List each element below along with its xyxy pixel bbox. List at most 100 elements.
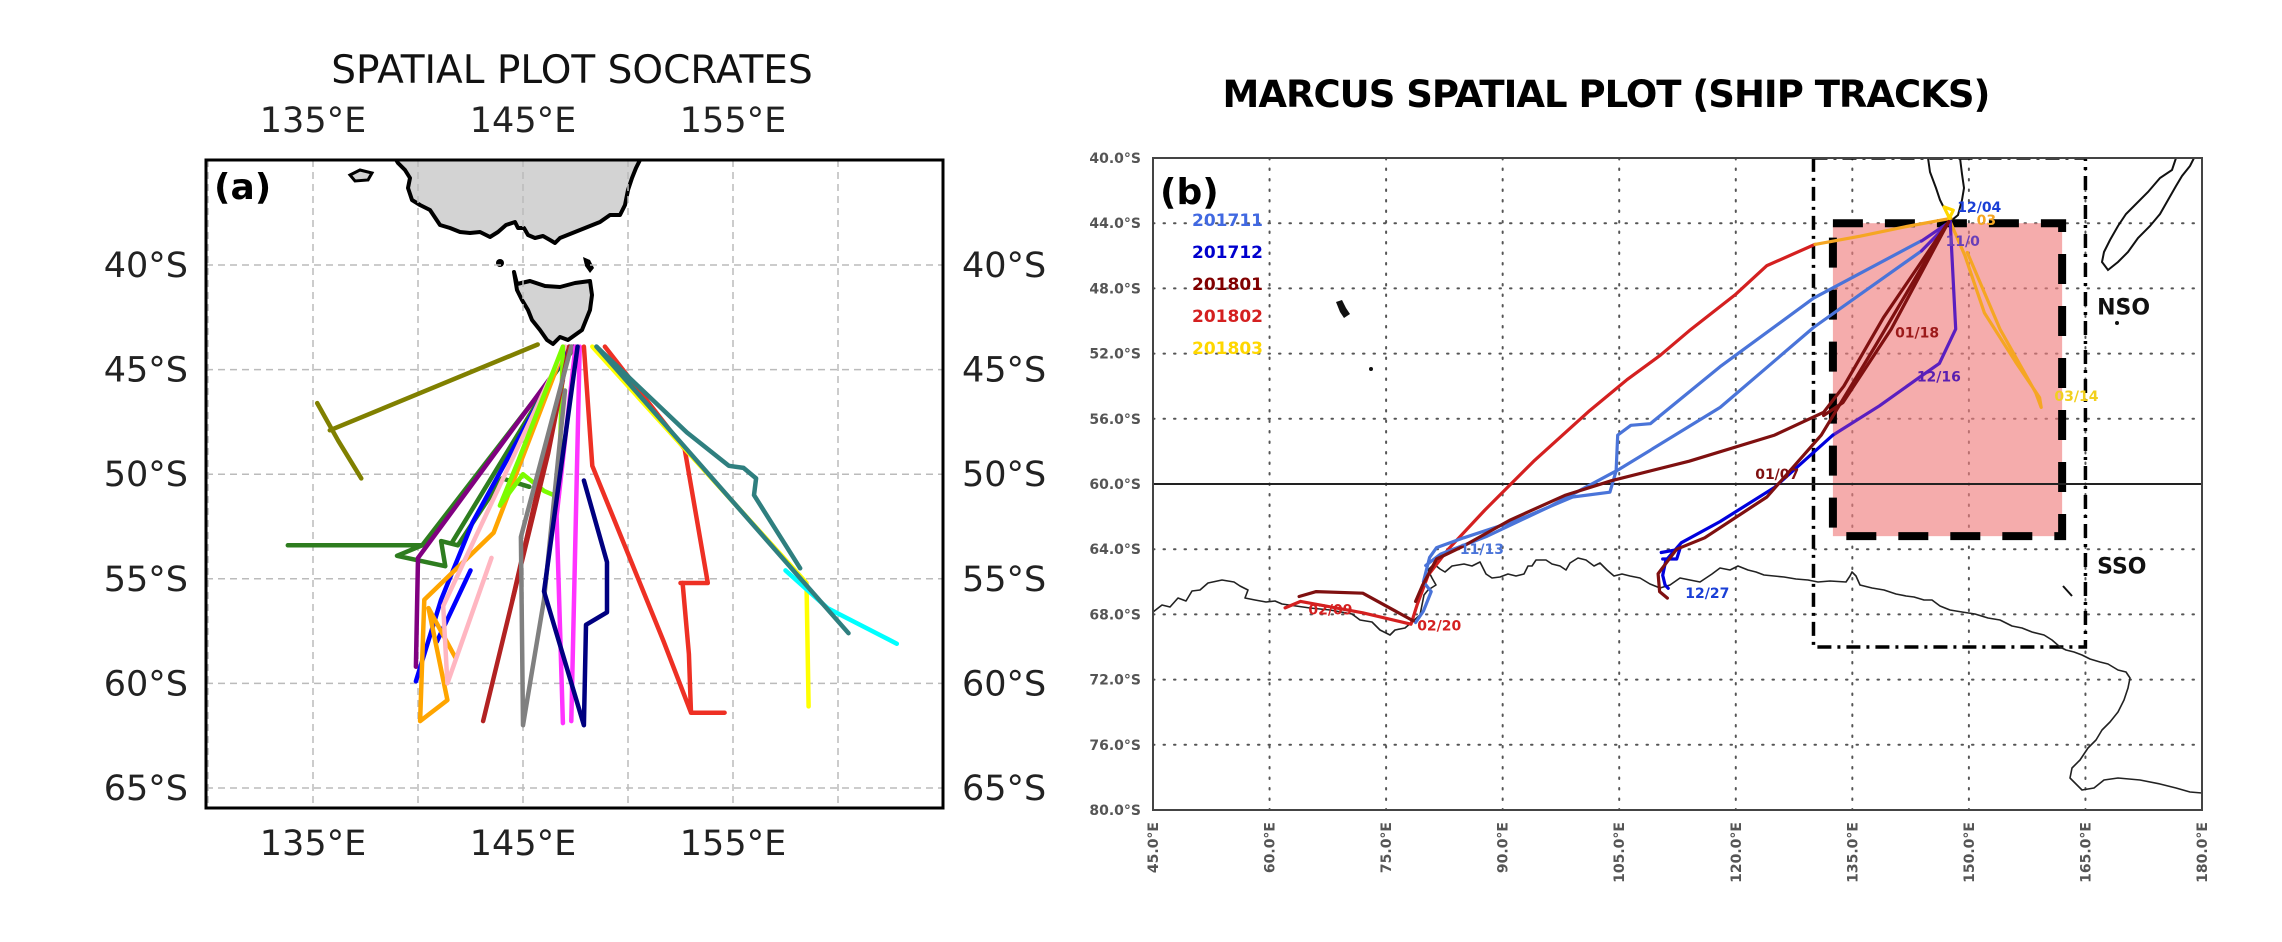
tick-label-left: 44.0°S	[1089, 216, 1141, 232]
tick-label-right: 65°S	[962, 769, 1046, 809]
ship-track	[440, 344, 568, 686]
date-annotation: 03/14	[2054, 389, 2098, 405]
panel-a-frame	[204, 158, 945, 810]
tick-label-bottom: 135.0°E	[1845, 822, 1861, 883]
tick-label-bottom: 135°E	[260, 824, 366, 864]
tick-label-right: 40°S	[962, 246, 1046, 286]
antarctica-coastline	[1153, 557, 2202, 794]
tick-label-left: 56.0°S	[1089, 412, 1141, 428]
ship-track-201801	[1656, 220, 1951, 600]
panel-a-top-tick-labels: 135°E 145°E 155°E	[260, 101, 786, 141]
ship-track	[417, 344, 568, 724]
australia-island-west	[347, 168, 375, 183]
tick-label-left: 60°S	[104, 664, 188, 704]
ship-track	[327, 342, 540, 433]
panel-b-frame	[1152, 157, 2203, 811]
date-annotation: 01/07	[1755, 467, 1799, 483]
panel-b-bottom-tick-labels: 45.0°E 60.0°E 75.0°E 90.0°E 105.0°E 120.0°E 13…	[1146, 822, 2211, 883]
ship-track	[594, 344, 851, 636]
date-annotation: 02/09	[1308, 602, 1352, 618]
panel-b-region-labels: NSO SSO	[2097, 295, 2150, 579]
date-annotation: 03	[1977, 213, 1996, 229]
ship-track	[602, 344, 711, 586]
panel-a-right-tick-labels: 40°S 45°S 50°S 55°S 60°S 65°S	[962, 246, 1046, 809]
panel-a-tracks	[285, 342, 900, 728]
tick-label-left: 50°S	[104, 455, 188, 495]
panel-a-label: (a)	[214, 167, 271, 208]
panel-b-marcus-map: MARCUS SPATIAL PLOT (SHIP TRACKS) 40.0°S…	[1089, 73, 2211, 883]
sso-region-border	[1811, 158, 2088, 649]
tick-label-bottom: 155°E	[680, 824, 786, 864]
new-zealand-outline	[2100, 158, 2195, 272]
small-island	[2123, 298, 2127, 302]
ship-track-201801	[1822, 220, 1951, 418]
ship-track	[594, 344, 803, 571]
legend-entry-201711: 201711	[1192, 211, 1263, 231]
tick-label-left: 64.0°S	[1089, 542, 1141, 558]
date-annotation: 12/27	[1685, 586, 1729, 602]
panel-b-left-tick-labels: 40.0°S 44.0°S 48.0°S 52.0°S 56.0°S 60.0°S 64.0…	[1089, 151, 1141, 819]
small-island	[2115, 321, 2119, 325]
tick-label-left: 80.0°S	[1089, 803, 1141, 819]
date-annotation: 11/0	[1946, 234, 1981, 250]
tick-label-left: 76.0°S	[1089, 738, 1141, 754]
ship-track	[413, 344, 572, 684]
tick-label-left: 45°S	[104, 351, 188, 391]
region-label-nso: NSO	[2097, 295, 2150, 320]
legend-entry-201803: 201803	[1192, 339, 1263, 359]
legend-entry-201712: 201712	[1192, 243, 1263, 263]
panel-b-label: (b)	[1160, 172, 1219, 213]
tick-label-bottom: 75.0°E	[1379, 822, 1395, 873]
tick-label-left: 40.0°S	[1089, 151, 1141, 167]
date-annotation: 11/13	[1460, 542, 1504, 558]
flinders-island	[583, 257, 594, 273]
tick-label-top: 135°E	[260, 101, 366, 141]
ship-track-201711	[1414, 239, 1923, 625]
tasmania-landmass	[512, 270, 594, 346]
date-annotation: 12/16	[1917, 369, 1961, 385]
ship-track-201802	[1283, 242, 1817, 626]
tick-label-left: 55°S	[104, 560, 188, 600]
date-annotation: 12/04	[1957, 200, 2001, 216]
tick-label-bottom: 45.0°E	[1146, 822, 1162, 873]
tick-label-bottom: 120.0°E	[1729, 822, 1745, 883]
ship-track	[581, 344, 727, 715]
tick-label-left: 60.0°S	[1089, 477, 1141, 493]
panel-a-gridlines	[206, 160, 943, 808]
ship-track	[569, 344, 582, 724]
panel-b-title: MARCUS SPATIAL PLOT (SHIP TRACKS)	[1223, 73, 1990, 116]
panel-b-legend: 201711 201712 201801 201802 201803	[1192, 211, 1263, 359]
tick-label-right: 50°S	[962, 455, 1046, 495]
tasmania-outline	[1927, 158, 1966, 222]
tick-label-left: 40°S	[104, 246, 188, 286]
ship-track-201803	[1948, 220, 2043, 409]
tick-label-bottom: 60.0°E	[1263, 822, 1279, 873]
tick-label-top: 155°E	[680, 101, 786, 141]
legend-entry-201801: 201801	[1192, 275, 1263, 295]
king-island	[496, 259, 504, 267]
kerguelen-island	[1336, 300, 1350, 318]
legend-entry-201802: 201802	[1192, 307, 1263, 327]
panel-a-socrates-map: SPATIAL PLOT SOCRATES 135°E 145°E 155°E 13…	[104, 48, 1047, 864]
tick-label-left: 72.0°S	[1089, 673, 1141, 689]
tick-label-right: 55°S	[962, 560, 1046, 600]
tick-label-left: 52.0°S	[1089, 347, 1141, 363]
macquarie-mark	[2062, 585, 2073, 597]
ship-track	[541, 344, 610, 728]
tick-label-left: 65°S	[104, 769, 188, 809]
ship-track-201801	[1297, 590, 1415, 623]
region-label-sso: SSO	[2097, 555, 2146, 580]
ship-track-201712	[1831, 220, 1958, 437]
tick-label-bottom: 90.0°E	[1496, 822, 1512, 873]
panel-a-left-tick-labels: 40°S 45°S 50°S 55°S 60°S 65°S	[104, 246, 188, 809]
panel-a-title: SPATIAL PLOT SOCRATES	[331, 48, 812, 93]
ship-track	[314, 400, 364, 481]
tick-label-right: 60°S	[962, 664, 1046, 704]
ship-track-201803	[1942, 205, 1955, 222]
tick-label-left: 68.0°S	[1089, 607, 1141, 623]
tick-label-bottom: 150.0°E	[1962, 822, 1978, 883]
tick-label-bottom: 105.0°E	[1612, 822, 1628, 883]
date-annotation: 02/20	[1417, 619, 1461, 635]
